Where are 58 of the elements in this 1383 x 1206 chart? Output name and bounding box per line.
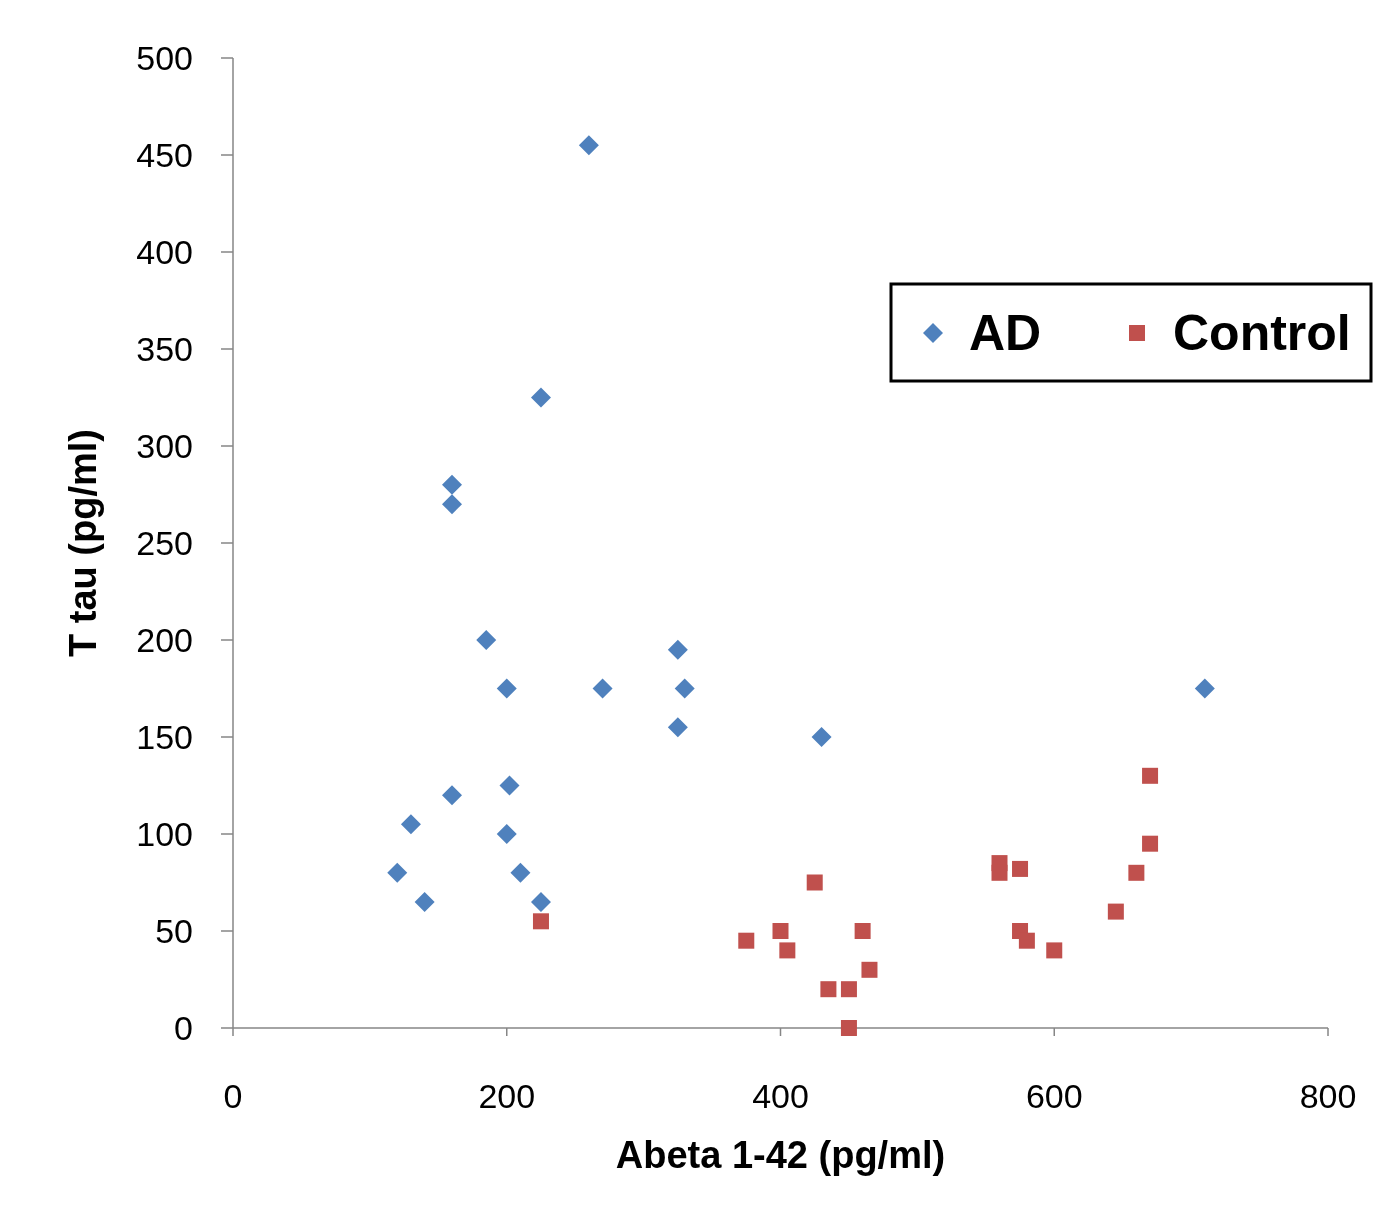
point — [738, 932, 755, 949]
x-axis-title: Abeta 1-42 (pg/ml) — [615, 1134, 946, 1176]
y-tick-label: 0 — [174, 1009, 193, 1047]
point — [667, 639, 688, 660]
point — [1194, 678, 1215, 699]
point — [592, 678, 613, 699]
legend-label: Control — [1173, 305, 1351, 361]
point — [414, 891, 435, 912]
y-tick-label: 350 — [136, 330, 193, 368]
y-axis-title: T tau (pg/ml) — [62, 429, 104, 657]
point — [806, 874, 823, 891]
point — [499, 775, 520, 796]
point — [442, 785, 462, 806]
point — [991, 864, 1008, 881]
point — [854, 923, 871, 939]
point — [532, 913, 549, 930]
point — [1012, 860, 1029, 877]
y-tick-label: 200 — [136, 621, 193, 659]
y-tick-label: 100 — [136, 815, 193, 853]
point — [1142, 835, 1159, 852]
point — [1046, 942, 1063, 959]
point — [400, 814, 421, 835]
x-tick-label: 400 — [752, 1077, 809, 1115]
point — [510, 862, 531, 883]
x-tick-label: 800 — [1299, 1077, 1357, 1115]
x-tick-label: 200 — [478, 1077, 536, 1115]
point — [1018, 932, 1035, 949]
point — [674, 678, 695, 699]
point — [476, 630, 497, 650]
point — [1128, 864, 1145, 881]
point — [496, 824, 517, 844]
point — [442, 474, 462, 495]
y-tick-label: 50 — [155, 912, 193, 950]
point — [840, 981, 857, 998]
point — [496, 678, 517, 699]
x-tick-label: 0 — [223, 1077, 243, 1115]
point — [840, 1020, 857, 1036]
point — [1142, 767, 1159, 784]
point — [387, 862, 408, 883]
y-tick-label: 450 — [136, 136, 193, 174]
legend-label: AD — [969, 305, 1042, 361]
y-tick-label: 150 — [136, 718, 193, 756]
y-tick-label: 300 — [136, 427, 193, 465]
point — [772, 923, 789, 939]
y-tick-label: 400 — [136, 233, 193, 271]
point — [442, 494, 462, 515]
point — [1107, 903, 1124, 920]
y-tick-label: 500 — [136, 39, 193, 77]
point — [578, 135, 599, 156]
x-tick-label: 600 — [1025, 1077, 1083, 1115]
point — [861, 961, 878, 978]
point — [530, 387, 551, 408]
y-tick-label: 250 — [136, 524, 193, 562]
point — [530, 891, 551, 912]
point — [811, 727, 832, 747]
point — [667, 717, 688, 738]
point — [820, 981, 837, 998]
point — [779, 942, 796, 959]
